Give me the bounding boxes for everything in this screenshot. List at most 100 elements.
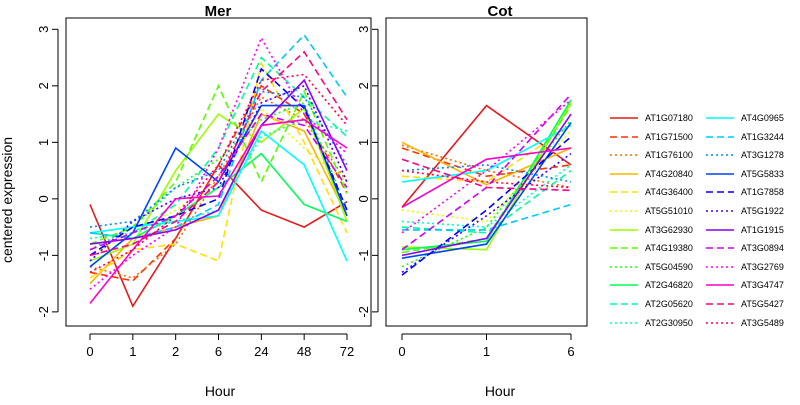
legend-item: AT3G1278 (704, 149, 800, 161)
legend-swatch (610, 117, 638, 119)
series-line-at4g36400 (89, 60, 348, 279)
panel-mer: Mer Hour centered expression -2 -1 0 1 2 3 0 1… (0, 3, 372, 399)
legend-label: AT5G5833 (741, 168, 784, 179)
series-line-at4g19380 (401, 105, 572, 254)
legend-label: AT1G71500 (645, 131, 693, 142)
legend-swatch (610, 191, 638, 194)
legend-swatch (706, 321, 734, 324)
panel-cot-xlabel: Hour (485, 383, 516, 399)
panel-mer-frame (65, 17, 372, 327)
legend-swatch (706, 135, 734, 138)
series-line-at5g51010 (89, 107, 348, 257)
legend-swatch (610, 135, 638, 138)
legend-label: AT4G36400 (645, 187, 693, 198)
legend-label: AT4G19380 (645, 243, 693, 254)
x-tick-label: 1 (129, 344, 136, 359)
series-line-at3g5489 (401, 169, 572, 189)
legend-item: AT3G2769 (704, 261, 800, 273)
x-tick-label: 0 (398, 344, 405, 359)
y-tick-label: 3 (356, 26, 371, 33)
legend-item: AT1G1915 (704, 224, 800, 236)
series-line-at4g0965 (401, 124, 572, 183)
legend-label: AT4G0965 (741, 113, 784, 123)
series-line-at5g1922 (401, 152, 572, 273)
legend-item: AT1G71500 (608, 131, 704, 143)
legend-label: AT5G1922 (741, 206, 784, 216)
y-tick-label: 3 (36, 26, 51, 33)
panel-mer-x-axis: 0 1 2 6 24 48 72 (86, 333, 354, 359)
legend-label: AT1G7858 (741, 187, 784, 198)
series-line-at1g3244 (89, 33, 348, 240)
series-line-at3g2769 (89, 35, 348, 290)
legend-item: AT1G3244 (704, 131, 800, 143)
legend-swatch (706, 303, 734, 305)
x-tick-label: 2 (172, 344, 179, 359)
series-line-at1g07180 (401, 104, 572, 208)
legend: AT1G07180 AT1G71500 AT1G76100 AT4G20840 AT4G… (608, 112, 800, 338)
panel-mer-title: Mer (205, 3, 232, 20)
legend-label: AT3G0894 (741, 243, 784, 254)
legend-label: AT3G2769 (741, 261, 784, 272)
legend-swatch (610, 265, 638, 268)
y-tick-label: -1 (36, 250, 51, 262)
y-tick-label: -1 (356, 250, 371, 262)
series-line-at3g4747 (401, 147, 572, 208)
legend-swatch (706, 172, 734, 175)
x-tick-label: 24 (254, 344, 268, 359)
legend-label: AT2G46820 (645, 280, 693, 291)
series-line-at2g46820 (401, 99, 572, 251)
legend-item: AT1G07180 (608, 112, 704, 124)
legend-item: AT3G0894 (704, 242, 800, 254)
x-tick-label: 6 (215, 344, 222, 359)
legend-item: AT5G5833 (704, 168, 800, 180)
series-line-at5g5427 (401, 158, 572, 192)
series-line-at1g7858 (89, 67, 348, 257)
y-tick-label: -2 (36, 306, 51, 318)
legend-label: AT1G1915 (741, 224, 784, 235)
legend-item: AT4G0965 (704, 112, 800, 124)
series-line-at1g3244 (402, 203, 572, 231)
series-line-at1g1915 (89, 78, 348, 245)
series-line-at2g30950 (89, 118, 348, 240)
legend-swatch (610, 154, 638, 156)
legend-swatch (610, 284, 638, 287)
series-line-at1g7858 (401, 136, 572, 276)
series-line-at3g0894 (89, 113, 348, 251)
legend-swatch (610, 247, 638, 249)
legend-item: AT2G30950 (608, 317, 704, 329)
legend-label: AT3G4747 (741, 280, 784, 291)
panel-cot: Cot Hour -2 -1 0 1 2 3 0 1 6 (356, 3, 588, 399)
y-tick-label: 0 (356, 195, 371, 202)
legend-swatch (706, 228, 734, 231)
legend-swatch (610, 321, 638, 324)
legend-item: AT3G5489 (704, 317, 800, 329)
legend-label: AT1G07180 (645, 113, 693, 123)
panel-cot-series (401, 93, 572, 276)
panel-mer-y-axis: -2 -1 0 1 2 3 (36, 26, 59, 318)
series-line-at3g4747 (89, 118, 348, 304)
y-tick-label: 0 (36, 195, 51, 202)
series-line-at4g0965 (89, 129, 348, 262)
legend-item: AT1G76100 (608, 149, 704, 161)
legend-swatch (706, 117, 734, 119)
series-line-at1g71500 (401, 147, 572, 178)
legend-item: AT2G46820 (608, 279, 704, 291)
legend-swatch (706, 191, 734, 194)
legend-item: AT5G51010 (608, 205, 704, 217)
legend-item: AT4G20840 (608, 168, 704, 180)
legend-label: AT3G5489 (741, 317, 784, 328)
panel-cot-x-axis: 0 1 6 (398, 333, 575, 359)
y-tick-label: -2 (356, 306, 371, 318)
legend-label: AT1G76100 (645, 150, 693, 161)
legend-label: AT5G5427 (741, 299, 784, 309)
legend-item: AT5G04590 (608, 261, 704, 273)
legend-label: AT1G3244 (741, 131, 784, 142)
legend-swatch (706, 265, 734, 268)
legend-item: AT3G4747 (704, 279, 800, 291)
legend-item: AT5G1922 (704, 205, 800, 217)
legend-swatch (706, 154, 734, 156)
legend-item: AT5G5427 (704, 298, 800, 310)
legend-swatch (610, 210, 638, 212)
y-tick-label: 2 (36, 82, 51, 89)
